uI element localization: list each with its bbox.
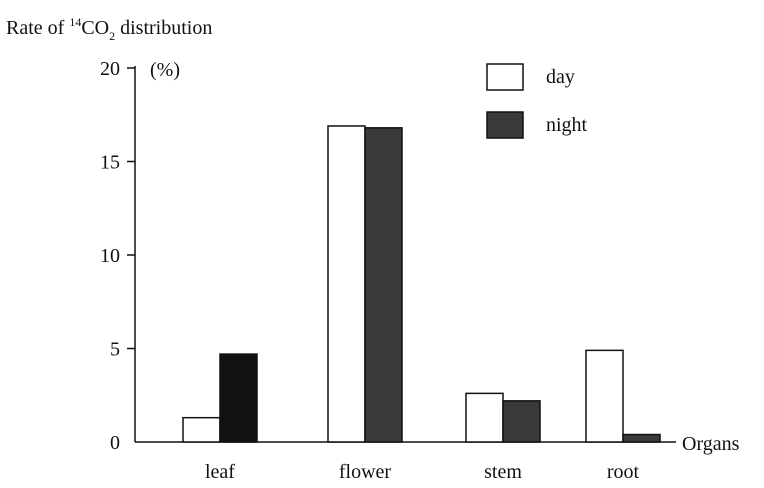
- y-tick-label: 10: [100, 245, 120, 267]
- y-axis-title-prefix: Rate of: [6, 17, 69, 39]
- y-axis-title-subscript: 2: [109, 29, 115, 43]
- bar-night-root: [622, 433, 661, 443]
- legend-label-night: night: [546, 114, 588, 136]
- x-tick-label: stem: [484, 461, 522, 483]
- bar-day-leaf: [182, 416, 221, 443]
- bar-night-stem: [502, 400, 541, 443]
- bar-night-leaf: [219, 353, 258, 443]
- bar-day-flower: [327, 125, 366, 443]
- y-axis-title: Rate of 14CO2 distribution: [6, 15, 212, 43]
- y-tick-label: 0: [110, 432, 120, 454]
- y-tick-label: 20: [100, 58, 120, 80]
- tick-labels: 0 5 10 15 20 leaf flower stem root: [100, 58, 640, 483]
- legend-swatch-day: [486, 63, 524, 91]
- y-axis-title-superscript: 14: [69, 15, 81, 29]
- legend: day night: [486, 63, 588, 139]
- bar-day-root: [585, 349, 624, 443]
- y-tick-label: 5: [110, 339, 120, 361]
- x-tick-label: flower: [339, 461, 392, 483]
- y-axis-title-suffix: distribution: [115, 17, 212, 39]
- legend-swatch-night: [486, 111, 524, 139]
- x-tick-label: leaf: [205, 461, 235, 483]
- y-axis-unit: (%): [150, 59, 180, 81]
- y-tick-label: 15: [100, 152, 120, 174]
- legend-label-day: day: [546, 66, 575, 88]
- y-axis-title-co: CO: [81, 17, 109, 39]
- bar-night-flower: [364, 127, 403, 443]
- x-tick-label: root: [607, 461, 640, 483]
- bars: [182, 125, 661, 443]
- x-axis-title: Organs: [682, 433, 740, 455]
- bar-day-stem: [465, 392, 504, 443]
